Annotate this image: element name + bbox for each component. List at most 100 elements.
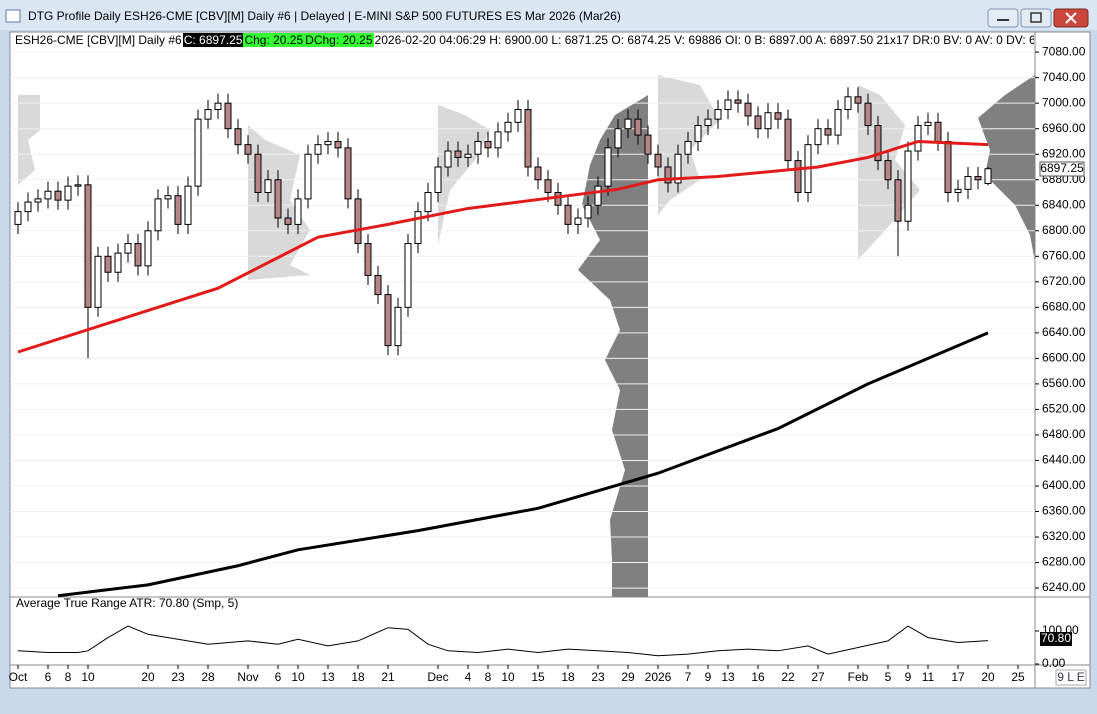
x-tick-label: 7 (685, 670, 692, 684)
x-tick-label: 16 (751, 670, 765, 684)
x-tick-label: Nov (237, 670, 258, 684)
candle-body (694, 125, 702, 142)
candle-body (344, 147, 352, 200)
candle-body (934, 121, 942, 142)
header-change: Chg: 20.25 (243, 33, 305, 47)
candle-body (914, 125, 922, 152)
plot: 6240.006280.006320.006360.006400.006440.… (9, 44, 1086, 684)
candle-body (574, 217, 582, 225)
candle-body (244, 144, 252, 155)
header-dchange: DChg: 20.25 (304, 33, 374, 47)
candle-body (324, 140, 332, 146)
candle-body (284, 217, 292, 225)
x-tick-label: 2026 (645, 670, 672, 684)
candle-body (904, 150, 912, 222)
candle-body (144, 230, 152, 267)
candle-body (784, 118, 792, 162)
y-tick-label: 6440.00 (1042, 453, 1086, 467)
last-price-label: 6897.25 (1040, 161, 1084, 175)
y-tick-label: 6480.00 (1042, 427, 1086, 441)
atr-title: Average True Range ATR: 70.80 (Smp, 5) (16, 596, 238, 610)
profile (248, 125, 310, 365)
x-tick-label: 17 (951, 670, 965, 684)
candle-body (194, 118, 202, 187)
candle-body (704, 118, 712, 127)
x-tick-label: 13 (721, 670, 735, 684)
status-box (1055, 669, 1087, 686)
profile-right (978, 75, 1035, 262)
header-details: 2026-02-20 04:06:29 H: 6900.00 L: 6871.2… (374, 33, 1034, 47)
candle-body (34, 198, 42, 203)
atr-last-label: 70.80 (1041, 631, 1071, 645)
x-tick-label: 23 (591, 670, 605, 684)
candle-body (84, 184, 92, 308)
atr-last-box (1040, 632, 1072, 646)
candle-body (414, 211, 422, 245)
candle-body (884, 160, 892, 181)
candle-body (524, 109, 532, 168)
x-tick-label: 15 (531, 670, 545, 684)
candle-body (54, 190, 62, 201)
candle-body (634, 118, 642, 136)
candle-body (484, 140, 492, 149)
candle-body (154, 198, 162, 232)
y-tick-label: 6800.00 (1042, 223, 1086, 237)
candle-body (894, 179, 902, 222)
y-tick-label: 6280.00 (1042, 555, 1086, 569)
candle-body (654, 153, 662, 168)
minimize-button[interactable] (987, 8, 1019, 28)
window-title: DTG Profile Daily ESH26-CME [CBV][M] Dai… (28, 9, 621, 23)
y-tick-label: 7080.00 (1042, 44, 1086, 58)
candle-body (114, 252, 122, 273)
y-tick-label: 6520.00 (1042, 402, 1086, 416)
header-close: C: 6897.25 (182, 33, 244, 47)
candle-body (234, 128, 242, 146)
y-tick-label: 6920.00 (1042, 146, 1086, 160)
candle-body (124, 243, 132, 254)
line (57, 331, 989, 598)
candle-body (214, 102, 222, 111)
candle-body (14, 211, 22, 225)
app-icon (5, 9, 21, 23)
chart-area (9, 31, 1091, 689)
candle-body (814, 128, 822, 146)
x-tick-label: 13 (321, 670, 335, 684)
x-tick-label: 18 (561, 670, 575, 684)
candle-body (604, 147, 612, 187)
candle-body (74, 184, 82, 187)
last-price-box (1039, 161, 1085, 177)
candle-body (274, 179, 282, 219)
candle-body (974, 176, 982, 181)
candle-body (104, 255, 112, 273)
candle-body (24, 201, 32, 213)
candle-body (874, 125, 882, 162)
x-tick-label: 5 (885, 670, 892, 684)
x-tick-label: 10 (291, 670, 305, 684)
candle-body (644, 134, 652, 155)
x-tick-label: 8 (65, 670, 72, 684)
x-tick-label: 27 (811, 670, 825, 684)
y-tick-label: 6960.00 (1042, 121, 1086, 135)
candle-body (544, 179, 552, 194)
maximize-button[interactable] (1020, 8, 1052, 28)
candle-body (944, 140, 952, 194)
candle-body (304, 153, 312, 200)
candle-body (494, 131, 502, 149)
x-tick-label: 20 (141, 670, 155, 684)
candle-body (624, 118, 632, 130)
candle-body (184, 185, 192, 225)
candle-body (764, 112, 772, 130)
candle-body (354, 198, 362, 245)
candle-body (734, 99, 742, 104)
candle-body (444, 150, 452, 168)
y-tick-label: 6320.00 (1042, 529, 1086, 543)
candle-body (264, 179, 272, 194)
profile-current (578, 95, 648, 597)
candle-body (924, 121, 932, 127)
candle-body (134, 243, 142, 267)
x-tick-label: Feb (848, 670, 869, 684)
candle-body (44, 190, 52, 200)
y-tick-label: 6640.00 (1042, 325, 1086, 339)
candle-body (684, 140, 692, 155)
